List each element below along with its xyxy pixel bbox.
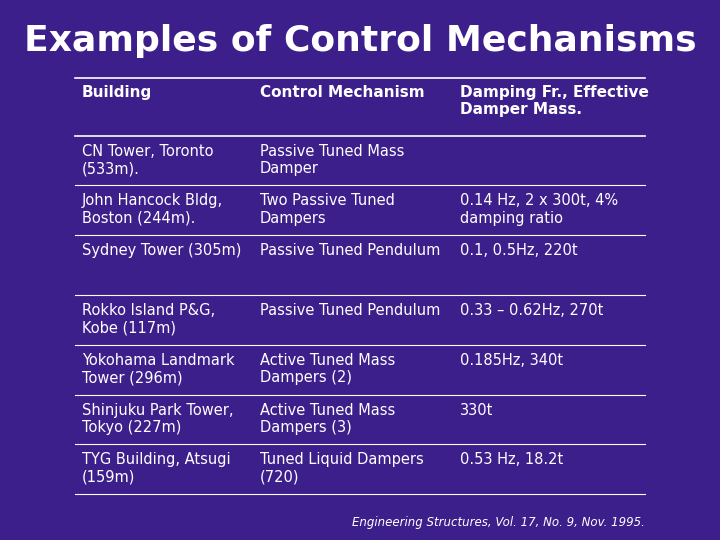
Text: Rokko Island P&G,
Kobe (117m): Rokko Island P&G, Kobe (117m) (81, 303, 215, 335)
Text: Passive Tuned Pendulum: Passive Tuned Pendulum (260, 243, 441, 258)
Text: 330t: 330t (460, 403, 493, 417)
Text: Building: Building (81, 85, 152, 100)
Text: Engineering Structures, Vol. 17, No. 9, Nov. 1995.: Engineering Structures, Vol. 17, No. 9, … (351, 516, 644, 529)
Text: TYG Building, Atsugi
(159m): TYG Building, Atsugi (159m) (81, 453, 230, 485)
Text: John Hancock Bldg,
Boston (244m).: John Hancock Bldg, Boston (244m). (81, 193, 222, 226)
Text: CN Tower, Toronto
(533m).: CN Tower, Toronto (533m). (81, 144, 213, 176)
Text: Sydney Tower (305m): Sydney Tower (305m) (81, 243, 241, 258)
Text: Active Tuned Mass
Dampers (2): Active Tuned Mass Dampers (2) (260, 353, 395, 385)
Text: Tuned Liquid Dampers
(720): Tuned Liquid Dampers (720) (260, 453, 424, 485)
Text: Control Mechanism: Control Mechanism (260, 85, 425, 100)
Text: Yokohama Landmark
Tower (296m): Yokohama Landmark Tower (296m) (81, 353, 234, 385)
Text: Damping Fr., Effective
Damper Mass.: Damping Fr., Effective Damper Mass. (460, 85, 649, 117)
Text: Examples of Control Mechanisms: Examples of Control Mechanisms (24, 24, 696, 58)
Text: 0.14 Hz, 2 x 300t, 4%
damping ratio: 0.14 Hz, 2 x 300t, 4% damping ratio (460, 193, 618, 226)
Text: 0.1, 0.5Hz, 220t: 0.1, 0.5Hz, 220t (460, 243, 577, 258)
Text: Passive Tuned Pendulum: Passive Tuned Pendulum (260, 303, 441, 318)
Text: 0.185Hz, 340t: 0.185Hz, 340t (460, 353, 563, 368)
Text: Passive Tuned Mass
Damper: Passive Tuned Mass Damper (260, 144, 405, 176)
Text: 0.53 Hz, 18.2t: 0.53 Hz, 18.2t (460, 453, 563, 468)
Text: Two Passive Tuned
Dampers: Two Passive Tuned Dampers (260, 193, 395, 226)
Text: 0.33 – 0.62Hz, 270t: 0.33 – 0.62Hz, 270t (460, 303, 603, 318)
Text: Shinjuku Park Tower,
Tokyo (227m): Shinjuku Park Tower, Tokyo (227m) (81, 403, 233, 435)
Text: Active Tuned Mass
Dampers (3): Active Tuned Mass Dampers (3) (260, 403, 395, 435)
